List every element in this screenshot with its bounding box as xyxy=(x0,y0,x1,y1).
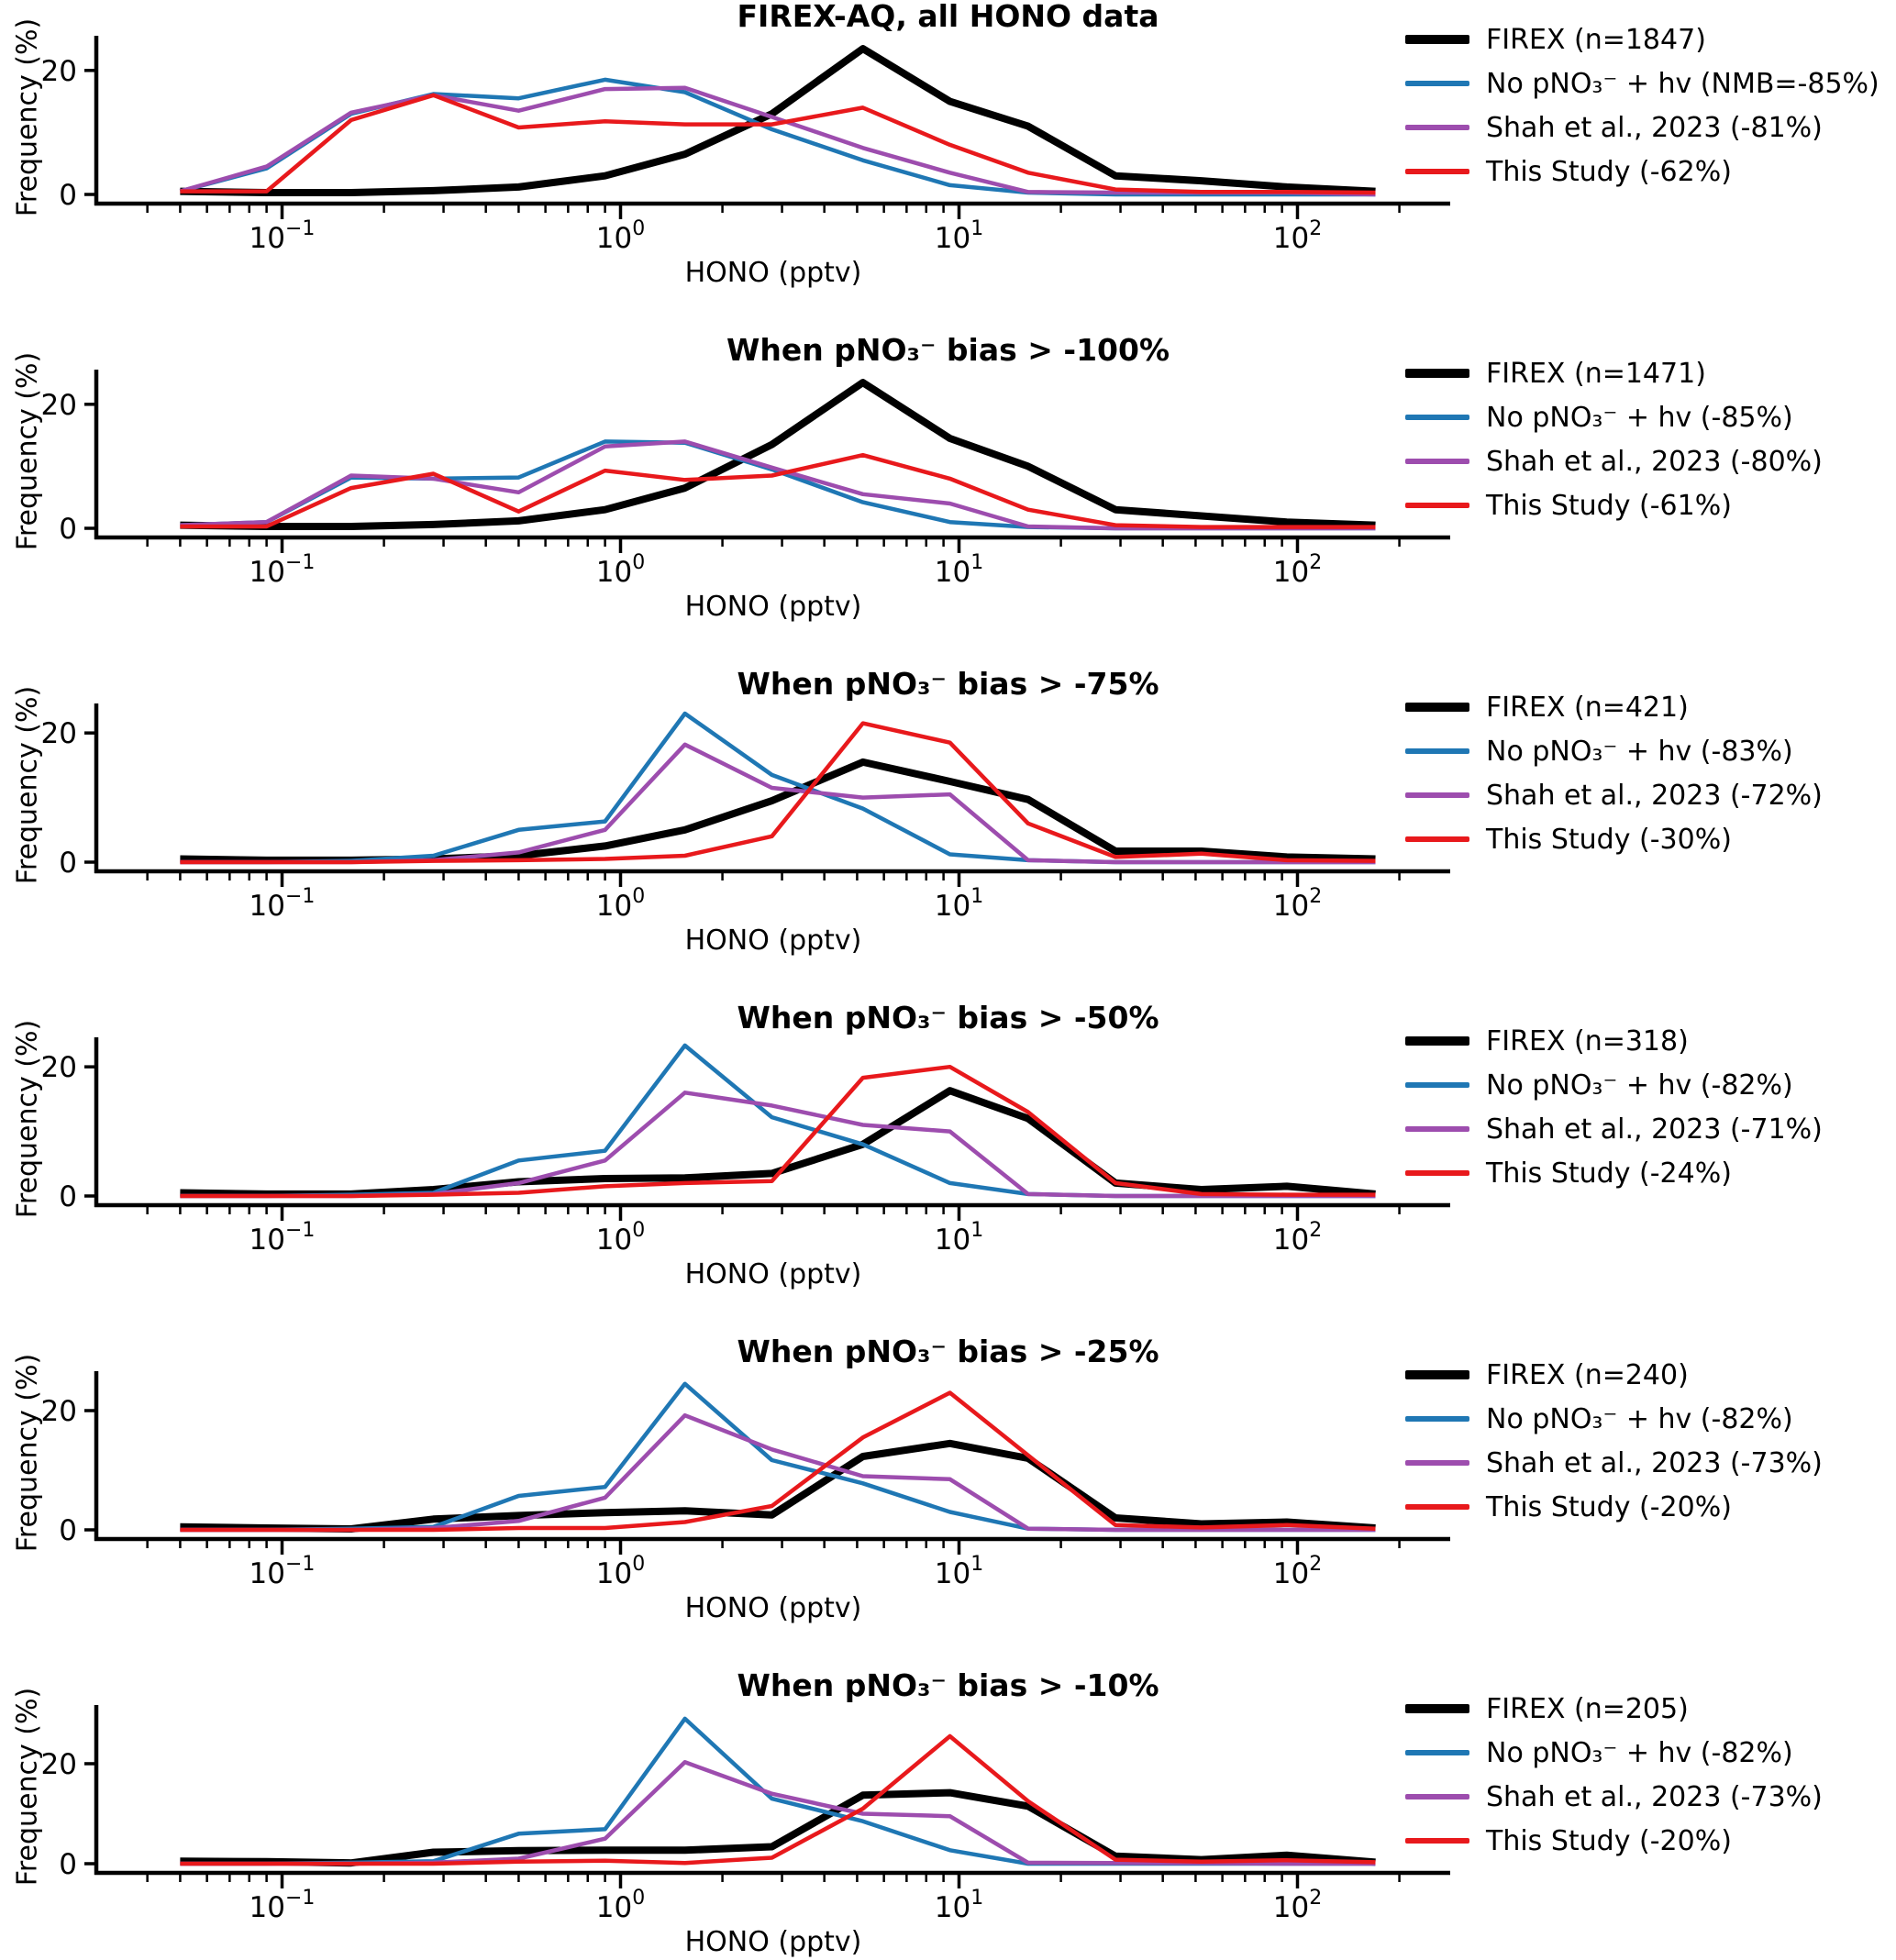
x-tick-label: 100 xyxy=(596,1553,645,1590)
x-tick-label: 10−1 xyxy=(249,551,316,589)
x-tick-label: 101 xyxy=(935,1219,983,1257)
x-tick-label: 102 xyxy=(1273,217,1322,255)
y-tick-label: 0 xyxy=(59,1848,77,1881)
x-tick-label: 100 xyxy=(596,1887,645,1924)
series-line-this-study xyxy=(180,721,1376,865)
series-line-this-study xyxy=(180,1733,1376,1866)
x-tick-label: 100 xyxy=(596,1219,645,1257)
y-tick-label: 0 xyxy=(59,179,77,212)
series-line-shah-2023 xyxy=(180,742,1376,865)
x-tick-label: 102 xyxy=(1273,551,1322,589)
x-tick-label: 101 xyxy=(935,885,983,923)
x-tick-label: 100 xyxy=(596,885,645,923)
series-line-firex xyxy=(180,379,1376,530)
x-tick-label: 100 xyxy=(596,551,645,589)
series-line-firex xyxy=(180,1788,1376,1867)
series-line-this-study xyxy=(180,1390,1376,1533)
x-tick-label: 10−1 xyxy=(249,1553,316,1590)
y-tick-label: 20 xyxy=(41,1051,77,1084)
y-tick-label: 0 xyxy=(59,847,77,880)
x-tick-label: 100 xyxy=(596,217,645,255)
x-tick-label: 102 xyxy=(1273,885,1322,923)
x-tick-label: 10−1 xyxy=(249,217,316,255)
x-tick-label: 10−1 xyxy=(249,1219,316,1257)
x-tick-label: 102 xyxy=(1273,1219,1322,1257)
x-tick-label: 101 xyxy=(935,551,983,589)
y-tick-label: 20 xyxy=(41,1748,77,1781)
y-tick-label: 0 xyxy=(59,1514,77,1547)
series-line-this-study xyxy=(180,452,1376,529)
y-tick-label: 0 xyxy=(59,513,77,546)
series-line-shah-2023 xyxy=(180,1760,1376,1866)
series-line-firex xyxy=(180,1439,1376,1533)
x-tick-label: 10−1 xyxy=(249,1887,316,1924)
x-tick-label: 101 xyxy=(935,1887,983,1924)
y-tick-label: 0 xyxy=(59,1180,77,1213)
x-tick-label: 101 xyxy=(935,217,983,255)
series-line-this-study xyxy=(180,93,1376,195)
y-tick-label: 20 xyxy=(41,389,77,422)
series-line-firex xyxy=(180,45,1376,196)
series-line-shah-2023 xyxy=(180,1091,1376,1199)
x-tick-label: 101 xyxy=(935,1553,983,1590)
x-tick-label: 102 xyxy=(1273,1553,1322,1590)
x-tick-label: 102 xyxy=(1273,1887,1322,1924)
series-line-this-study xyxy=(180,1064,1376,1199)
y-tick-label: 20 xyxy=(41,55,77,88)
y-tick-label: 20 xyxy=(41,1395,77,1428)
y-tick-label: 20 xyxy=(41,717,77,750)
x-tick-label: 10−1 xyxy=(249,885,316,923)
